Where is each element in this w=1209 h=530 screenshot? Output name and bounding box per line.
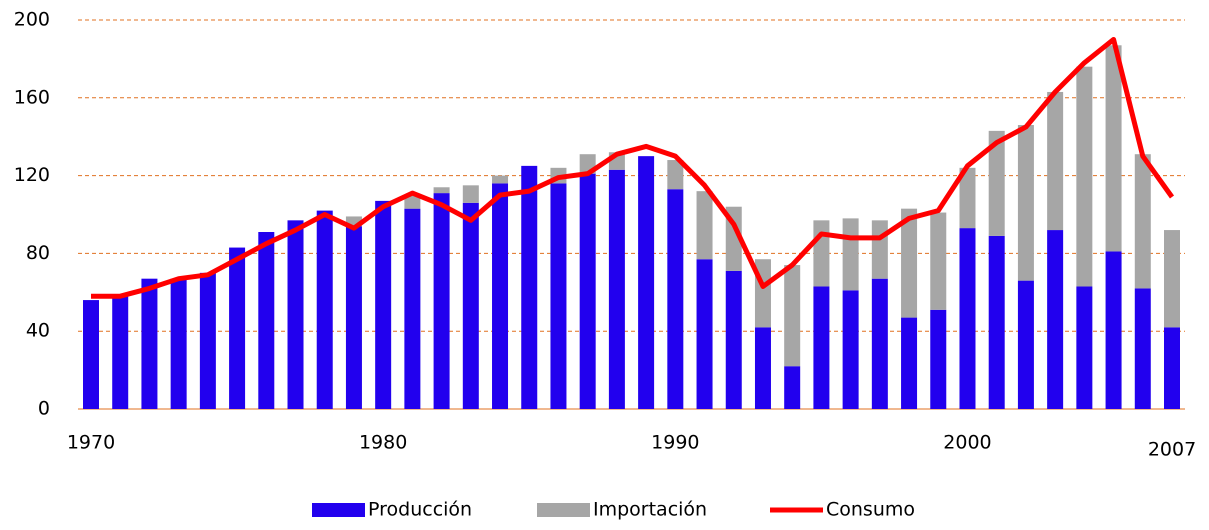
legend-label: Consumo <box>826 499 915 521</box>
legend-label: Importación <box>593 499 707 521</box>
bar <box>871 220 888 279</box>
bar <box>754 327 771 409</box>
bar <box>404 208 421 409</box>
bar <box>1017 125 1034 281</box>
legend-swatch <box>312 503 365 517</box>
bar <box>1076 66 1093 287</box>
bar <box>1047 230 1064 409</box>
bar <box>784 366 801 409</box>
bar <box>842 218 859 291</box>
bar <box>492 175 509 184</box>
bar <box>813 220 830 287</box>
bar <box>667 160 684 190</box>
bar <box>1017 280 1034 409</box>
bar <box>1164 327 1180 409</box>
bar <box>287 220 304 409</box>
x-tick-label: 1990 <box>651 432 699 454</box>
bar <box>1105 251 1122 409</box>
bar <box>433 193 450 409</box>
x-tick-label: 2007 <box>1148 439 1196 461</box>
bar <box>842 290 859 409</box>
bar <box>492 183 509 409</box>
legend-swatch <box>537 503 590 517</box>
bar <box>1164 230 1180 328</box>
bar <box>141 278 158 409</box>
bar <box>725 270 742 409</box>
bar <box>199 272 216 409</box>
y-tick-label: 0 <box>38 398 50 420</box>
bar <box>462 202 479 409</box>
bar <box>930 212 947 310</box>
bar <box>83 300 99 409</box>
bar <box>988 235 1005 409</box>
bar <box>696 191 713 260</box>
bar <box>638 156 655 409</box>
bar <box>404 195 421 209</box>
legend-label: Producción <box>368 499 472 521</box>
y-tick-label: 80 <box>26 242 50 264</box>
bar <box>550 183 567 409</box>
bar <box>258 232 275 409</box>
y-tick-label: 40 <box>26 320 50 342</box>
bar <box>579 173 596 409</box>
bar <box>667 189 684 409</box>
bar <box>959 167 976 229</box>
bar <box>871 278 888 409</box>
bar <box>988 130 1005 236</box>
bar <box>345 226 362 409</box>
y-tick-label: 120 <box>14 164 50 186</box>
y-tick-label: 200 <box>14 9 50 31</box>
bar <box>901 208 918 318</box>
x-tick-label: 1970 <box>67 432 115 454</box>
bar <box>1105 45 1122 252</box>
bar <box>813 286 830 409</box>
bar <box>1076 286 1093 409</box>
bar <box>1134 288 1151 409</box>
bar <box>521 165 538 409</box>
bar <box>229 247 246 409</box>
bar <box>170 278 187 409</box>
bar <box>959 228 976 409</box>
bar <box>901 317 918 409</box>
bar <box>930 309 947 409</box>
y-tick-label: 160 <box>14 86 50 108</box>
line <box>91 36 1175 299</box>
bar <box>1047 91 1064 231</box>
bar <box>696 259 713 409</box>
bar <box>462 185 479 203</box>
bar <box>112 296 129 409</box>
x-tick-label: 2000 <box>943 432 991 454</box>
bar <box>345 216 362 227</box>
bar <box>608 169 625 409</box>
x-tick-label: 1980 <box>359 432 407 454</box>
bar <box>1134 154 1151 289</box>
bar <box>784 265 801 367</box>
bar <box>375 200 392 409</box>
bar <box>316 210 333 409</box>
bar <box>433 187 450 194</box>
